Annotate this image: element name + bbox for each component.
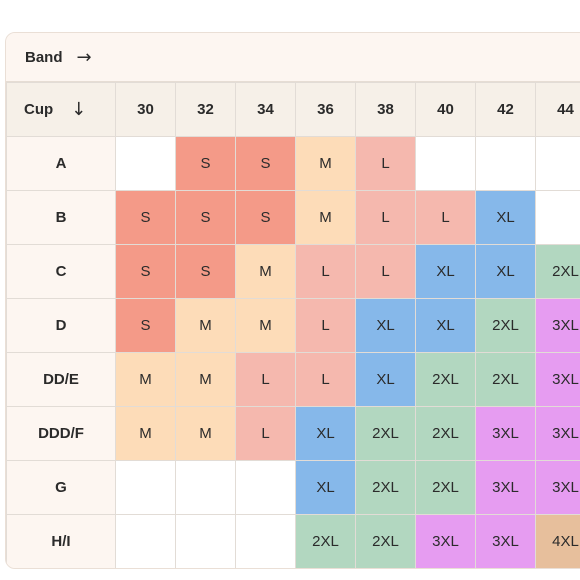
band-label: Band xyxy=(25,48,63,66)
size-cell: S xyxy=(175,136,236,191)
table-row: H/I 2XL 2XL 3XL 3XL 4XL xyxy=(6,514,580,568)
size-cell: S xyxy=(235,190,296,245)
size-cell: S xyxy=(115,298,176,353)
band-size-header: 40 xyxy=(415,82,476,137)
cup-size-label: A xyxy=(6,136,116,191)
size-cell: S xyxy=(175,244,236,299)
size-cell: M xyxy=(235,244,296,299)
table-row: DDD/F M M L XL 2XL 2XL 3XL 3XL xyxy=(6,406,580,461)
size-cell: 4XL xyxy=(535,514,580,568)
size-cell xyxy=(115,514,176,568)
cup-label: Cup xyxy=(24,101,54,118)
size-cell: L xyxy=(295,298,356,353)
band-size-header: 44 xyxy=(535,82,580,137)
size-cell: L xyxy=(355,244,416,299)
size-cell: L xyxy=(235,406,296,461)
size-cell: 3XL xyxy=(535,460,580,515)
size-cell: XL xyxy=(415,244,476,299)
size-cell: 2XL xyxy=(355,460,416,515)
size-cell: L xyxy=(355,190,416,245)
size-cell: 2XL xyxy=(415,406,476,461)
size-cell: L xyxy=(415,190,476,245)
size-table: Cup ↓ 30 32 34 36 38 40 42 44 A S S M L B S S S M L L XL C S S M… xyxy=(6,82,580,568)
cup-size-label: H/I xyxy=(6,514,116,568)
size-cell: 3XL xyxy=(535,352,580,407)
size-cell: M xyxy=(295,190,356,245)
size-cell: XL xyxy=(355,298,416,353)
cup-size-label: G xyxy=(6,460,116,515)
cup-size-label: D xyxy=(6,298,116,353)
size-cell: M xyxy=(115,352,176,407)
size-cell: S xyxy=(235,136,296,191)
size-cell: S xyxy=(115,190,176,245)
size-cell xyxy=(115,460,176,515)
size-cell xyxy=(535,136,580,191)
size-cell: 3XL xyxy=(475,406,536,461)
size-cell: 3XL xyxy=(475,514,536,568)
size-cell: 3XL xyxy=(415,514,476,568)
size-cell: M xyxy=(175,298,236,353)
band-size-header: 38 xyxy=(355,82,416,137)
band-size-header: 42 xyxy=(475,82,536,137)
size-cell: 2XL xyxy=(475,352,536,407)
size-cell: M xyxy=(235,298,296,353)
size-cell: XL xyxy=(295,460,356,515)
size-cell xyxy=(235,514,296,568)
right-arrow-icon: → xyxy=(76,46,92,68)
size-cell: 2XL xyxy=(295,514,356,568)
band-size-header: 34 xyxy=(235,82,296,137)
size-cell xyxy=(175,460,236,515)
size-cell: 2XL xyxy=(535,244,580,299)
size-cell: 2XL xyxy=(475,298,536,353)
size-cell: 3XL xyxy=(535,298,580,353)
size-cell: XL xyxy=(295,406,356,461)
size-cell: 3XL xyxy=(475,460,536,515)
size-cell: M xyxy=(295,136,356,191)
table-row: G XL 2XL 2XL 3XL 3XL xyxy=(6,460,580,515)
size-cell: 2XL xyxy=(355,406,416,461)
table-row: DD/E M M L L XL 2XL 2XL 3XL xyxy=(6,352,580,407)
band-size-header: 32 xyxy=(175,82,236,137)
size-cell xyxy=(535,190,580,245)
size-cell: 2XL xyxy=(355,514,416,568)
size-cell: L xyxy=(295,244,356,299)
band-header: Band → xyxy=(6,33,580,82)
size-cell: XL xyxy=(415,298,476,353)
band-size-header: 30 xyxy=(115,82,176,137)
band-size-header: 36 xyxy=(295,82,356,137)
size-cell: XL xyxy=(475,190,536,245)
size-cell: M xyxy=(175,352,236,407)
down-arrow-icon: ↓ xyxy=(71,99,87,120)
size-cell: M xyxy=(175,406,236,461)
table-row: D S M M L XL XL 2XL 3XL xyxy=(6,298,580,353)
size-cell: L xyxy=(235,352,296,407)
size-cell xyxy=(475,136,536,191)
size-cell: M xyxy=(115,406,176,461)
size-cell: 2XL xyxy=(415,352,476,407)
size-cell xyxy=(235,460,296,515)
table-row: C S S M L L XL XL 2XL xyxy=(6,244,580,299)
cup-size-label: C xyxy=(6,244,116,299)
cup-size-label: DDD/F xyxy=(6,406,116,461)
size-cell: L xyxy=(355,136,416,191)
size-cell: S xyxy=(175,190,236,245)
band-size-header-row: Cup ↓ 30 32 34 36 38 40 42 44 xyxy=(6,82,580,137)
size-cell: 2XL xyxy=(415,460,476,515)
size-cell: S xyxy=(115,244,176,299)
size-cell xyxy=(115,136,176,191)
cup-size-label: B xyxy=(6,190,116,245)
size-cell: XL xyxy=(355,352,416,407)
table-row: B S S S M L L XL xyxy=(6,190,580,245)
size-cell xyxy=(175,514,236,568)
size-cell: XL xyxy=(475,244,536,299)
cup-header: Cup ↓ xyxy=(6,82,116,137)
size-cell: L xyxy=(295,352,356,407)
size-table-body: A S S M L B S S S M L L XL C S S M L L XL XL 2XL D S M M L XL XL 2XL 3… xyxy=(6,136,580,568)
size-cell: 3XL xyxy=(535,406,580,461)
size-cell xyxy=(415,136,476,191)
cup-size-label: DD/E xyxy=(6,352,116,407)
